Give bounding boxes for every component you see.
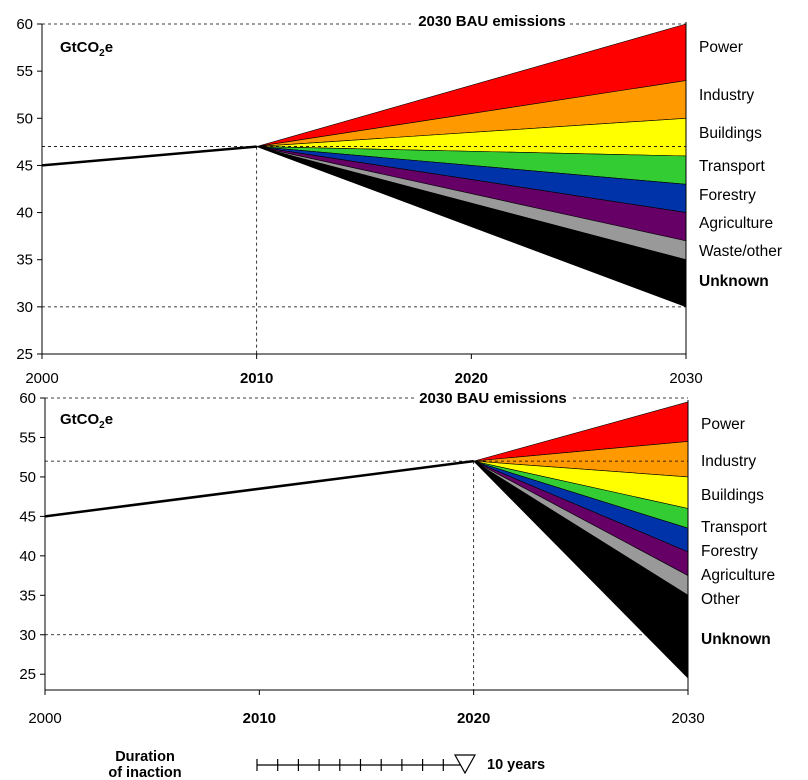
unit-label: GtCO2e [60, 411, 113, 431]
y-tick-label: 40 [19, 548, 36, 565]
sector-label-power: Power [701, 416, 745, 433]
y-tick-label: 35 [16, 252, 33, 269]
historical-emissions-line [44, 459, 474, 518]
y-tick-label: 25 [19, 666, 36, 683]
sector-label-waste-other: Waste/other [699, 243, 782, 260]
sector-label-buildings: Buildings [701, 487, 764, 504]
sector-label-other: Other [701, 591, 740, 608]
x-tick-label: 2030 [671, 710, 704, 727]
y-tick-label: 30 [19, 627, 36, 644]
sector-label-transport: Transport [699, 158, 765, 175]
inaction-value-label: 10 years [487, 757, 545, 773]
bau-annotation: 2030 BAU emissions [419, 390, 567, 407]
inaction-label-line2: of inaction [108, 765, 181, 780]
sector-label-unknown: Unknown [701, 631, 771, 648]
sector-label-agriculture: Agriculture [699, 215, 773, 232]
y-tick-label: 60 [16, 16, 33, 33]
panel-2020-delay: 25 30 35 40 45 50 55 60 2000 2010 2020 2030 GtCO2e 20… [19, 389, 775, 727]
unit-label: GtCO2e [60, 39, 113, 59]
sector-label-forestry: Forestry [701, 543, 758, 560]
sector-label-buildings: Buildings [699, 125, 762, 142]
historical-emissions-line [41, 145, 257, 167]
x-tick-label: 2000 [25, 370, 58, 387]
bau-annotation-bg [414, 12, 570, 31]
x-tick-label: 2000 [28, 710, 61, 727]
inaction-marker-triangle [453, 754, 477, 775]
y-tick-label: 35 [19, 587, 36, 604]
x-tick-label: 2010 [240, 370, 273, 387]
sector-label-forestry: Forestry [699, 187, 756, 204]
y-tick-label: 50 [19, 469, 36, 486]
y-tick-label: 55 [19, 429, 36, 446]
sector-label-power: Power [699, 39, 743, 56]
y-tick-label: 55 [16, 63, 33, 80]
sector-label-unknown: Unknown [699, 273, 769, 290]
sector-label-industry: Industry [701, 453, 756, 470]
duration-of-inaction-scale: Duration of inaction 10 years [108, 749, 545, 780]
y-tick-label: 45 [16, 157, 33, 174]
inaction-label-line1: Duration [115, 749, 175, 765]
x-tick-label: 2030 [669, 370, 702, 387]
x-tick-label: 2020 [457, 710, 490, 727]
y-tick-label: 30 [16, 299, 33, 316]
bau-annotation: 2030 BAU emissions [418, 13, 566, 30]
y-tick-label: 50 [16, 110, 33, 127]
bau-annotation-bg [415, 389, 571, 408]
y-tick-label: 45 [19, 508, 36, 525]
x-tick-label: 2020 [455, 370, 488, 387]
x-tick-label: 2010 [243, 710, 276, 727]
y-tick-label: 40 [16, 205, 33, 222]
sector-label-transport: Transport [701, 519, 767, 536]
sector-label-agriculture: Agriculture [701, 567, 775, 584]
y-tick-label: 60 [19, 390, 36, 407]
y-tick-label: 25 [16, 346, 33, 363]
sector-label-industry: Industry [699, 87, 754, 104]
panel-2010-delay: 25 30 35 40 45 50 55 60 2000 2010 2020 2030 GtCO2e 20… [16, 12, 782, 387]
